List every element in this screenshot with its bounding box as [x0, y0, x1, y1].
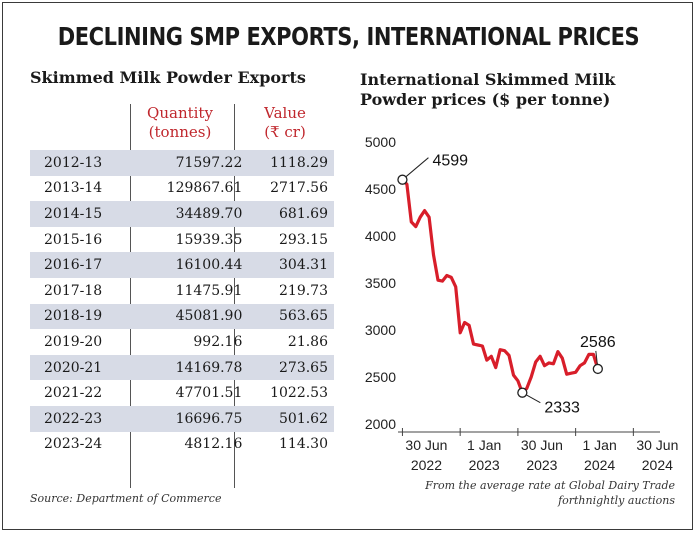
table-row: 2020-21 14169.78 273.65 — [30, 354, 334, 381]
annotation-leader — [402, 157, 429, 181]
row-quantity: 34489.70 — [142, 201, 251, 227]
x-tick-label-line1: 1 Jan — [583, 437, 617, 453]
annotation-label: 2333 — [544, 400, 580, 417]
table-row: 2018-19 45081.90 563.65 — [30, 303, 334, 330]
row-year: 2023-24 — [44, 436, 103, 453]
y-tick-label: 5000 — [365, 134, 396, 150]
row-year: 2016-17 — [30, 252, 143, 278]
quantity-column-header: Quantity (tonnes) — [136, 104, 224, 142]
y-tick-label: 4000 — [365, 228, 396, 244]
row-year: 2017-18 — [44, 282, 103, 299]
row-value: 114.30 — [279, 436, 328, 453]
annotation-marker — [397, 174, 408, 185]
row-quantity: 45081.90 — [142, 303, 251, 330]
exports-table: 2012-13 71597.22 1118.29 2013-14 129867.61 27… — [30, 150, 334, 457]
row-year: 2013-14 — [44, 180, 103, 197]
x-tick-label-line2: 2024 — [584, 457, 615, 473]
value-header-line2: (₹ cr) — [264, 123, 306, 141]
table-row: 2021-22 47701.51 1022.53 — [30, 380, 334, 406]
row-quantity: 47701.51 — [175, 385, 243, 402]
table-row: 2022-23 16696.75 501.62 — [30, 405, 334, 432]
row-value: 293.15 — [279, 231, 328, 248]
table-subtitle: Skimmed Milk Powder Exports — [30, 68, 306, 87]
chart-note-line1: From the average rate at Global Dairy Tr… — [425, 479, 675, 492]
x-tick-label-line2: 2022 — [411, 457, 442, 473]
table-row: 2015-16 15939.35 293.15 — [30, 227, 334, 253]
chart-title-line2: Powder prices ($ per tonne) — [360, 90, 611, 109]
row-quantity: 11475.91 — [175, 282, 243, 299]
y-tick-label: 4500 — [365, 181, 396, 197]
row-value: 501.62 — [250, 405, 334, 432]
row-value: 304.31 — [250, 252, 334, 278]
table-row: 2016-17 16100.44 304.31 — [30, 252, 334, 278]
price-series-line — [401, 178, 600, 395]
row-quantity: 992.16 — [193, 333, 243, 350]
row-value: 681.69 — [250, 201, 334, 227]
x-tick-label-line1: 30 Jun — [521, 437, 563, 453]
chart-annotations: 4599 2333 2586 — [397, 153, 616, 417]
row-quantity: 16696.75 — [142, 405, 251, 432]
annotation-marker — [592, 363, 603, 375]
x-tick-label-line2: 2023 — [469, 457, 500, 473]
x-tick-label-line1: 1 Jan — [467, 437, 501, 453]
quantity-header-line1: Quantity — [147, 104, 213, 122]
table-row: 2014-15 34489.70 681.69 — [30, 201, 334, 227]
row-year: 2022-23 — [30, 405, 143, 432]
row-year: 2019-20 — [44, 333, 103, 350]
annotation-marker — [517, 387, 528, 398]
row-quantity: 14169.78 — [142, 354, 251, 381]
table-row: 2019-20 992.16 21.86 — [30, 329, 334, 355]
table-source: Source: Department of Commerce — [30, 492, 222, 505]
table-row: 2017-18 11475.91 219.73 — [30, 278, 334, 304]
row-value: 219.73 — [279, 282, 328, 299]
chart-title-line1: International Skimmed Milk — [360, 70, 616, 89]
y-tick-label: 3000 — [365, 322, 396, 338]
y-tick-label: 2500 — [365, 369, 396, 385]
column-divider — [130, 104, 131, 488]
x-tick-label-line2: 2024 — [642, 457, 673, 473]
figure-title: DECLINING SMP EXPORTS, INTERNATIONAL PRI… — [57, 22, 640, 51]
y-tick-label: 3500 — [365, 275, 396, 291]
row-quantity: 71597.22 — [142, 150, 251, 176]
row-quantity: 16100.44 — [142, 252, 251, 278]
row-value: 21.86 — [287, 333, 328, 350]
table-row: 2023-24 4812.16 114.30 — [30, 432, 334, 458]
row-value: 563.65 — [250, 303, 334, 330]
table-row: 2012-13 71597.22 1118.29 — [30, 150, 334, 176]
quantity-header-line2: (tonnes) — [148, 123, 212, 141]
column-divider — [234, 104, 235, 488]
row-quantity: 15939.35 — [175, 231, 243, 248]
chart-note-line2: forthnightly auctions — [558, 494, 675, 507]
y-tick-label: 2000 — [365, 416, 396, 432]
row-quantity: 129867.61 — [166, 180, 243, 197]
chart-note: From the average rate at Global Dairy Tr… — [375, 478, 675, 508]
row-year: 2014-15 — [30, 201, 143, 227]
row-year: 2021-22 — [44, 385, 103, 402]
row-value: 2717.56 — [270, 180, 328, 197]
table-row: 2013-14 129867.61 2717.56 — [30, 176, 334, 202]
x-tick-label-line2: 2023 — [526, 457, 557, 473]
x-tick-label-line1: 30 Jun — [405, 437, 447, 453]
row-year: 2018-19 — [30, 303, 143, 330]
row-quantity: 4812.16 — [184, 436, 243, 453]
value-column-header: Value (₹ cr) — [240, 104, 330, 142]
y-axis: 2000 2500 3000 3500 4000 4500 5000 — [365, 134, 396, 432]
x-tick-label-line1: 30 Jun — [636, 437, 678, 453]
row-year: 2015-16 — [44, 231, 103, 248]
x-axis: 30 Jun 2022 1 Jan 2023 30 Jun 2023 1 Jan 2024 30… — [398, 428, 678, 473]
annotation-label: 4599 — [432, 153, 468, 170]
row-value: 1118.29 — [250, 150, 334, 176]
annotation-label: 2586 — [580, 334, 616, 351]
row-value: 1022.53 — [270, 385, 328, 402]
chart-title: International Skimmed Milk Powder prices… — [360, 70, 680, 110]
row-year: 2012-13 — [30, 150, 143, 176]
row-value: 273.65 — [250, 354, 334, 381]
row-year: 2020-21 — [30, 354, 143, 381]
price-line-chart: 2000 2500 3000 3500 4000 4500 5000 30 Jun 2022 1… — [365, 134, 679, 473]
value-header-line1: Value — [264, 104, 306, 122]
